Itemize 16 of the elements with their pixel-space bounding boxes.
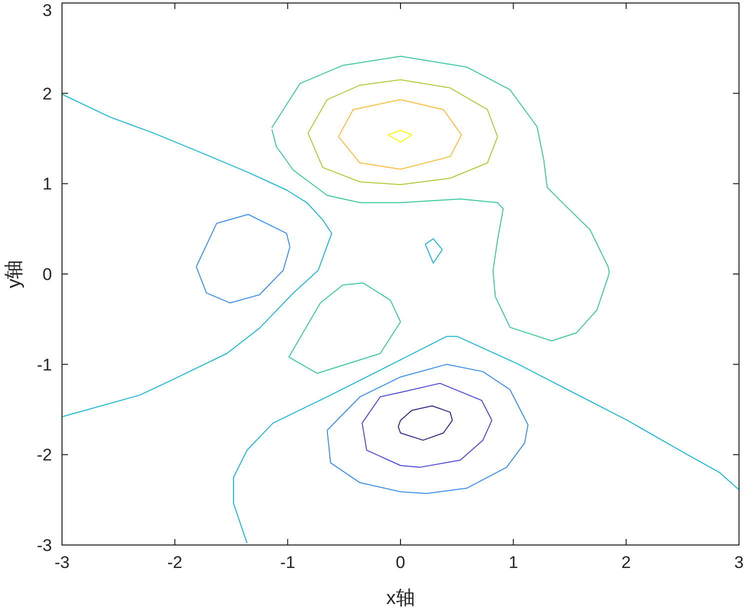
y-tick-label: -3 xyxy=(36,536,52,555)
x-tick-label: -1 xyxy=(280,553,296,572)
x-tick-label: 2 xyxy=(621,553,631,572)
x-tick-label: -2 xyxy=(167,553,182,572)
y-axis-title: y轴 xyxy=(4,260,25,288)
y-tick-label: -2 xyxy=(36,446,52,465)
x-tick-label: 1 xyxy=(508,553,518,572)
y-tick-label: 2 xyxy=(42,84,52,104)
y-tick-label: 1 xyxy=(42,174,52,194)
x-axis-title: x轴 xyxy=(386,588,415,609)
x-tick-label: 0 xyxy=(396,553,406,572)
y-tick-label: 3 xyxy=(42,1,52,20)
y-tick-label: -1 xyxy=(36,355,52,374)
x-tick-label: -3 xyxy=(54,553,70,572)
y-tick-label: 0 xyxy=(42,265,52,284)
x-tick-label: 3 xyxy=(734,553,744,572)
